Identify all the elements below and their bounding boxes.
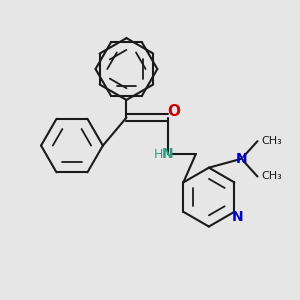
Text: CH₃: CH₃ (261, 136, 282, 146)
Text: O: O (168, 103, 181, 118)
Text: H: H (154, 148, 163, 161)
Text: N: N (232, 210, 244, 224)
Text: CH₃: CH₃ (261, 172, 282, 182)
Text: N: N (162, 147, 173, 161)
Text: N: N (236, 152, 247, 166)
